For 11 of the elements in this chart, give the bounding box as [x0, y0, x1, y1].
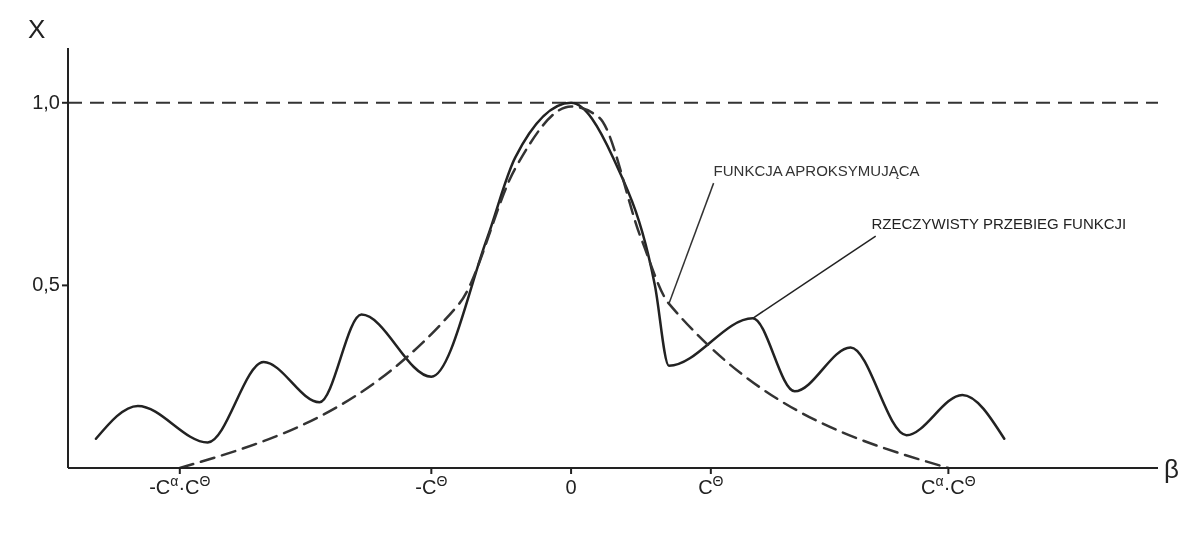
x-tick-label: -C$^{Θ}$	[415, 473, 448, 498]
y-tick-label: 0,5	[32, 273, 60, 296]
text: FUNKCJA APROKSYMUJĄCA	[713, 161, 920, 179]
x-tick-label: C$^{α}$·C$^{Θ}$	[921, 473, 976, 498]
y-tick-label: 1,0	[32, 90, 60, 113]
text: RZECZYWISTY PRZEBIEG FUNKCJI	[871, 214, 1127, 232]
y-axis-title: X	[28, 14, 46, 44]
x-tick-label: 0	[565, 476, 577, 498]
x-tick-label: -C$^{α}$·C$^{Θ}$	[149, 473, 211, 498]
x-axis-title: β	[1164, 454, 1179, 484]
x-tick-label: C$^{Θ}$	[698, 473, 724, 498]
